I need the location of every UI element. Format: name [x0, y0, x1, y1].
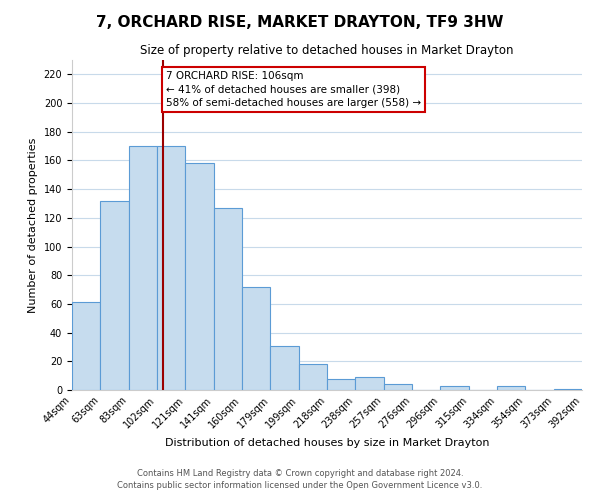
Text: Contains HM Land Registry data © Crown copyright and database right 2024.: Contains HM Land Registry data © Crown c… [137, 468, 463, 477]
Text: Contains public sector information licensed under the Open Government Licence v3: Contains public sector information licen… [118, 481, 482, 490]
Bar [383, 384, 412, 390]
Bar [214, 208, 242, 390]
Y-axis label: Number of detached properties: Number of detached properties [28, 138, 38, 312]
Bar [242, 286, 271, 390]
Bar [497, 386, 526, 390]
Bar [327, 378, 355, 390]
Bar [554, 388, 582, 390]
Bar [299, 364, 327, 390]
Bar [100, 200, 128, 390]
Text: 7, ORCHARD RISE, MARKET DRAYTON, TF9 3HW: 7, ORCHARD RISE, MARKET DRAYTON, TF9 3HW [96, 15, 504, 30]
Title: Size of property relative to detached houses in Market Drayton: Size of property relative to detached ho… [140, 44, 514, 58]
Text: 7 ORCHARD RISE: 106sqm
← 41% of detached houses are smaller (398)
58% of semi-de: 7 ORCHARD RISE: 106sqm ← 41% of detached… [166, 72, 421, 108]
Bar [128, 146, 157, 390]
Bar [157, 146, 185, 390]
Bar [185, 164, 214, 390]
X-axis label: Distribution of detached houses by size in Market Drayton: Distribution of detached houses by size … [165, 438, 489, 448]
Bar [72, 302, 100, 390]
Bar [271, 346, 299, 390]
Bar [355, 377, 383, 390]
Bar [440, 386, 469, 390]
